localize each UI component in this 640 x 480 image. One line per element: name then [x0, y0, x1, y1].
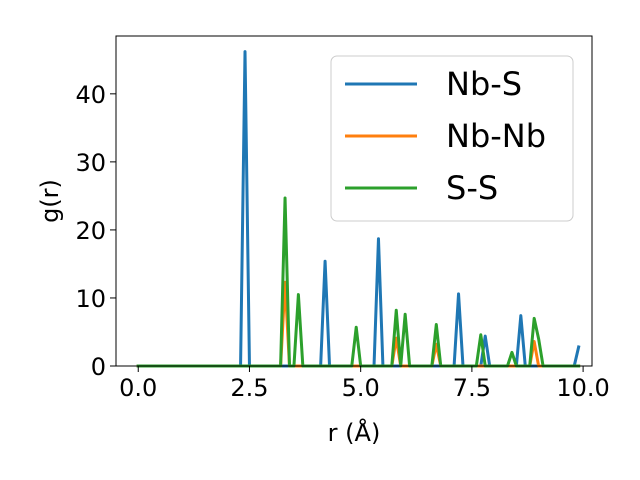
y-tick-label: 10	[75, 285, 106, 313]
x-tick-label: 10.0	[556, 374, 609, 402]
x-axis-label: r (Å)	[328, 418, 381, 447]
y-tick-label: 20	[75, 217, 106, 245]
y-axis-label: g(r)	[36, 179, 64, 223]
y-tick-label: 40	[75, 81, 106, 109]
legend-label-nb-s: Nb-S	[446, 65, 522, 103]
x-axis-ticks: 0.0 2.5 5.0 7.5 10.0	[119, 366, 610, 402]
y-tick-label: 30	[75, 149, 106, 177]
plot-frame	[115, 35, 593, 367]
y-axis-ticks: 0 10 20 30 40	[75, 81, 116, 381]
legend: Nb-S Nb-Nb S-S	[330, 55, 574, 222]
x-tick-label: 5.0	[342, 374, 380, 402]
x-tick-label: 0.0	[119, 374, 157, 402]
legend-box	[330, 55, 574, 222]
x-tick-label: 2.5	[230, 374, 268, 402]
x-tick-label: 7.5	[453, 374, 491, 402]
legend-label-s-s: S-S	[446, 169, 498, 207]
y-tick-label: 0	[91, 353, 106, 381]
legend-label-nb-nb: Nb-Nb	[446, 117, 546, 155]
